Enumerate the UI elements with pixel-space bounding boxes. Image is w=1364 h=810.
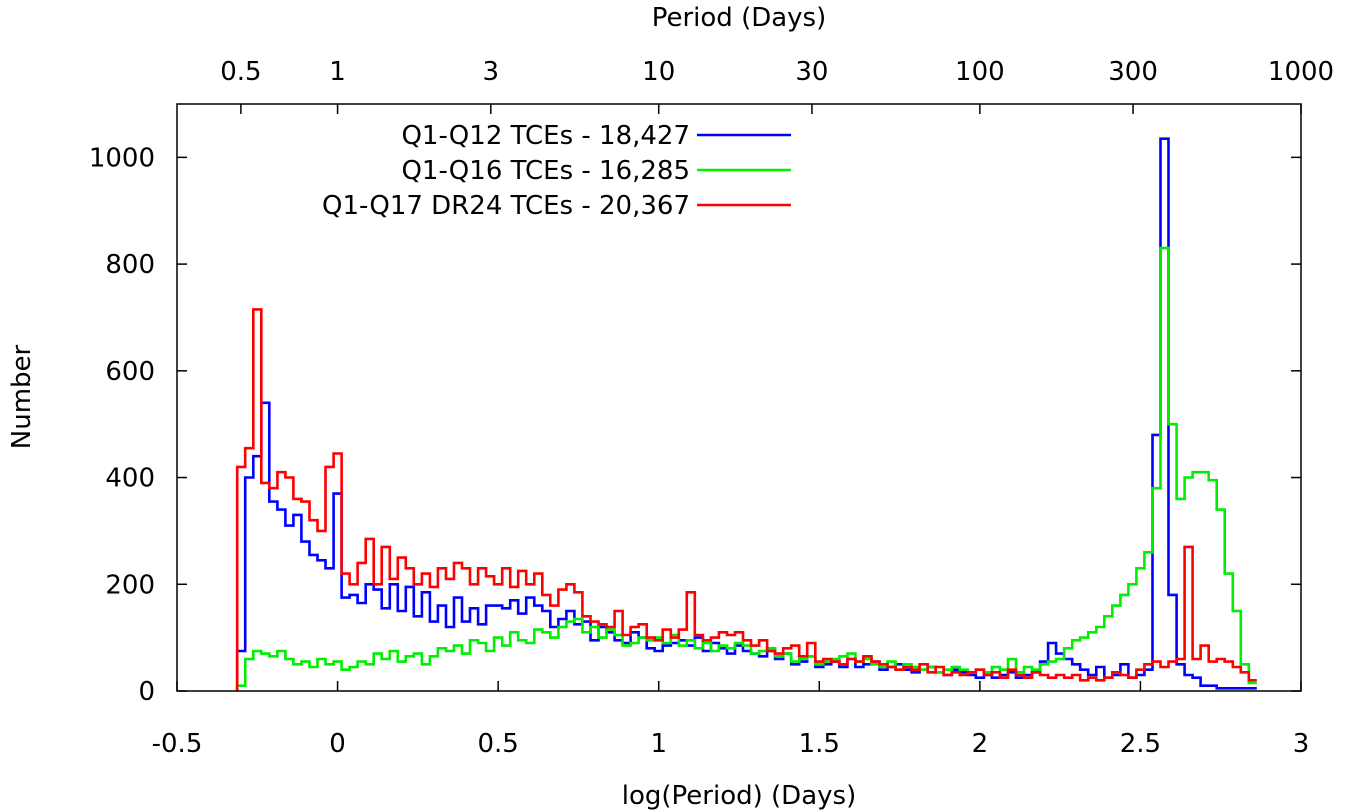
x2-tick-label: 10 [642,57,675,87]
x-tick-label: 3 [1293,729,1310,759]
x-tick-label: 2 [972,729,989,759]
x-axis-label: log(Period) (Days) [622,781,856,810]
x-tick-label: 2.5 [1120,729,1161,759]
series-layer [235,137,1257,691]
x-tick-label: 1.5 [799,729,840,759]
series-line-3 [235,308,1257,691]
y-tick-label: 800 [105,250,155,280]
x2-tick-label: 3 [483,57,500,87]
y-tick-label: 200 [105,570,155,600]
legend-label-1: Q1-Q12 TCEs - 18,427 [401,121,690,151]
x2-tick-label: 300 [1108,57,1158,87]
y-tick-label: 400 [105,464,155,494]
y-axis-label: Number [7,344,37,449]
legend-label-3: Q1-Q17 DR24 TCEs - 20,367 [322,191,690,221]
x2-tick-label: 1 [329,57,346,87]
x-tick-label: 0 [329,729,346,759]
x2-tick-label: 0.5 [220,57,261,87]
legend: Q1-Q12 TCEs - 18,427 Q1-Q16 TCEs - 16,285… [322,121,791,221]
x2-tick-label: 1000 [1268,57,1334,87]
series-line-2 [235,246,1257,691]
y-tick-label: 600 [105,357,155,387]
x2-tick-label: 100 [955,57,1005,87]
x2-axis-label: Period (Days) [652,3,827,33]
plot-frame [176,103,1302,692]
y-tick-label: 0 [138,677,155,707]
legend-label-2: Q1-Q16 TCEs - 16,285 [401,156,690,186]
x-tick-label: -0.5 [152,729,203,759]
x-tick-label: 0.5 [477,729,518,759]
x2-tick-label: 30 [795,57,828,87]
x-tick-label: 1 [650,729,667,759]
y-tick-label: 1000 [89,143,155,173]
